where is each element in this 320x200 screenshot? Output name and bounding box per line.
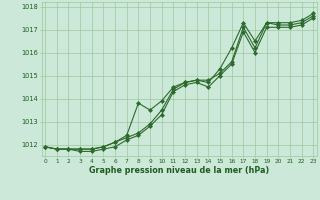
X-axis label: Graphe pression niveau de la mer (hPa): Graphe pression niveau de la mer (hPa) bbox=[89, 166, 269, 175]
